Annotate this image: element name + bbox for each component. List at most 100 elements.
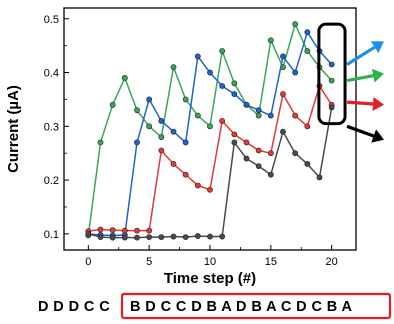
data-point (134, 107, 140, 114)
data-point (146, 123, 153, 130)
y-tick-label: 0.5 (44, 14, 59, 26)
data-point (182, 171, 189, 178)
data-point (328, 61, 335, 68)
data-point (255, 112, 262, 119)
data-point (231, 131, 238, 138)
sequence-highlight-box (120, 292, 392, 320)
data-point (158, 147, 165, 154)
data-point (194, 112, 201, 119)
data-point (158, 234, 165, 240)
data-point (231, 139, 238, 146)
data-point (304, 161, 311, 167)
data-point (207, 233, 213, 240)
data-point (146, 234, 153, 240)
data-point (158, 118, 165, 124)
data-point (207, 186, 213, 193)
data-point (207, 69, 213, 76)
output-arrow-head (371, 129, 384, 143)
output-arrow-head (372, 97, 384, 111)
last-step-highlight-box (317, 22, 347, 126)
x-axis-title: Time step (#) (164, 270, 256, 287)
output-arrow-head (371, 68, 384, 83)
y-axis: 0.1 0.2 0.3 0.4 0.5 (44, 14, 69, 241)
data-point (121, 234, 128, 241)
series-3 (85, 83, 335, 235)
data-point (280, 53, 286, 60)
output-arrow-shaft (346, 100, 374, 106)
series-line (88, 85, 333, 232)
x-axis: 0 5 10 15 20 (85, 245, 338, 268)
data-point (194, 233, 201, 239)
data-point (194, 53, 201, 60)
y-tick-label: 0.4 (44, 68, 59, 80)
data-point (182, 96, 189, 103)
sequence-highlighted: B D C C D B A D B A C D C B A (130, 299, 353, 315)
output-arrow-shaft (346, 74, 374, 83)
y-tick-label: 0.3 (44, 121, 59, 133)
x-tick-label: 15 (265, 256, 277, 268)
sequence-prefix: D D D C C (38, 299, 110, 315)
data-point (304, 48, 311, 54)
data-point (316, 174, 323, 181)
series-line (87, 23, 333, 236)
data-point (267, 37, 274, 44)
series-4 (85, 104, 335, 241)
y-tick-label: 0.2 (44, 175, 59, 187)
data-point (97, 234, 104, 240)
data-point (109, 227, 116, 234)
data-point (170, 161, 177, 167)
output-arrow-shaft (346, 124, 375, 138)
data-point (85, 230, 92, 237)
data-point (231, 80, 238, 87)
data-point (292, 112, 299, 119)
data-point (255, 107, 262, 114)
annotation-layer (317, 22, 384, 143)
output-arrow-shaft (346, 45, 376, 66)
data-point (97, 226, 104, 233)
data-point (207, 123, 213, 130)
data-point (292, 69, 299, 76)
data-point (267, 171, 274, 178)
data-point (109, 234, 116, 241)
data-point (267, 150, 274, 157)
data-point (280, 91, 286, 97)
data-point (170, 233, 177, 240)
data-point (292, 21, 299, 28)
data-point (219, 233, 226, 240)
data-point (182, 234, 189, 240)
x-tick-label: 20 (326, 256, 338, 268)
data-point (231, 91, 238, 97)
output-arrow-head (370, 41, 384, 54)
series-1 (85, 21, 335, 239)
data-point (243, 155, 250, 162)
data-point (146, 96, 153, 103)
data-point (170, 128, 177, 135)
data-point (304, 29, 311, 36)
data-point (304, 123, 311, 130)
data-point (328, 104, 335, 111)
data-point (158, 134, 165, 140)
data-point (267, 112, 274, 119)
data-point (243, 139, 250, 146)
y-axis-title: Current (µA) (5, 85, 22, 173)
data-point (243, 101, 250, 108)
data-point (121, 75, 128, 81)
y-tick-label: 0.1 (44, 229, 59, 241)
series-2 (85, 29, 335, 239)
data-point (194, 182, 201, 189)
data-point (109, 101, 116, 108)
data-point (255, 147, 262, 154)
data-point (255, 163, 262, 170)
data-point (146, 227, 153, 234)
series-line (88, 31, 333, 237)
x-tick-label: 0 (85, 256, 91, 268)
data-point (292, 150, 299, 157)
data-point (219, 48, 226, 54)
x-tick-label: 5 (146, 256, 152, 268)
data-point (280, 128, 286, 135)
data-point (97, 139, 104, 146)
data-point (182, 139, 189, 146)
x-tick-label: 10 (204, 256, 216, 268)
